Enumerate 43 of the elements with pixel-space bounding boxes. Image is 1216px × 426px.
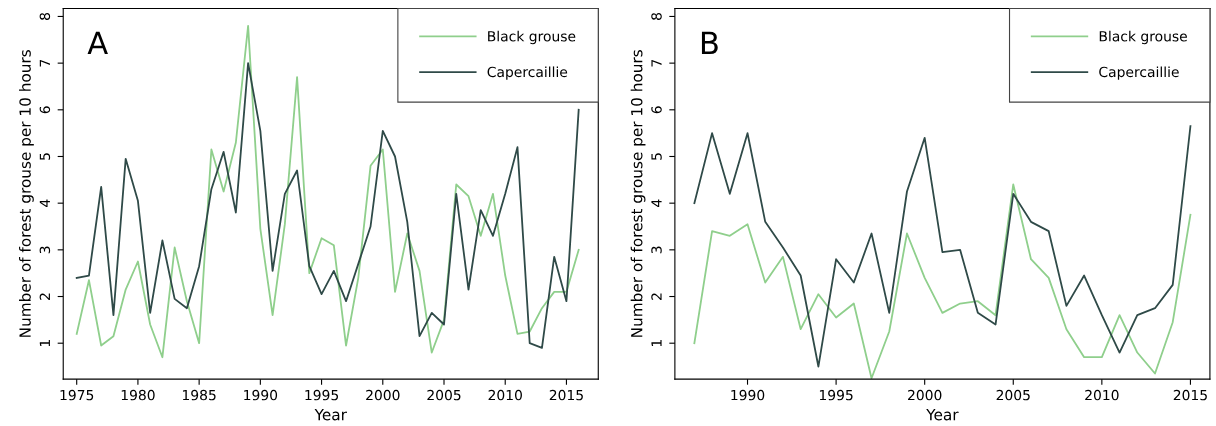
y-tick-label: 5 [651,153,662,160]
x-tick-label: 1995 [819,389,853,401]
legend-label: Black grouse [1099,30,1187,45]
y-tick-label: 3 [39,246,51,254]
annotation: B [701,31,718,55]
y-tick-label: 2 [651,293,662,300]
x-tick-label: 2005 [427,389,461,401]
y-tick-label: 8 [651,12,662,20]
y-tick-label: 1 [39,340,50,347]
y-axis-title: Number of forest grouse per 10 hours [19,50,34,337]
x-tick-label: 2000 [908,389,942,401]
x-tick-label: 2015 [1173,389,1207,401]
line-series [693,183,1192,380]
y-tick-label: 7 [39,59,50,67]
x-tick-label: 2010 [488,389,522,401]
annotation: A [87,31,108,55]
y-tick-label: 1 [651,340,662,347]
legend-label: Capercaillie [487,66,568,80]
x-axis-title: Year [314,409,347,421]
y-tick-label: 4 [651,199,662,207]
y-tick-label: 3 [651,246,662,254]
y-tick-label: 4 [39,199,50,207]
x-tick-label: 1980 [121,389,155,401]
x-tick-label: 1985 [182,389,216,401]
y-tick-label: 6 [651,106,662,114]
x-tick-label: 1995 [305,389,339,401]
legend-label: Capercaillie [1099,66,1179,80]
y-tick-label: 7 [651,59,662,67]
y-tick-label: 2 [39,293,50,300]
x-axis-title: Year [926,409,959,421]
y-tick-label: 6 [39,106,51,114]
x-tick-label: 2000 [366,389,400,401]
y-tick-label: 5 [39,153,51,160]
y-axis-title: Number of forest grouse per 10 hours [630,50,646,337]
x-tick-label: 2015 [549,389,583,401]
x-tick-label: 1990 [731,389,765,401]
x-tick-label: 2005 [996,389,1030,401]
x-tick-label: 1975 [60,389,94,401]
legend-label: Black grouse [488,30,576,45]
y-tick-label: 8 [39,12,51,20]
x-tick-label: 2010 [1085,389,1119,401]
line-series [693,125,1192,368]
x-tick-label: 1990 [244,389,278,401]
